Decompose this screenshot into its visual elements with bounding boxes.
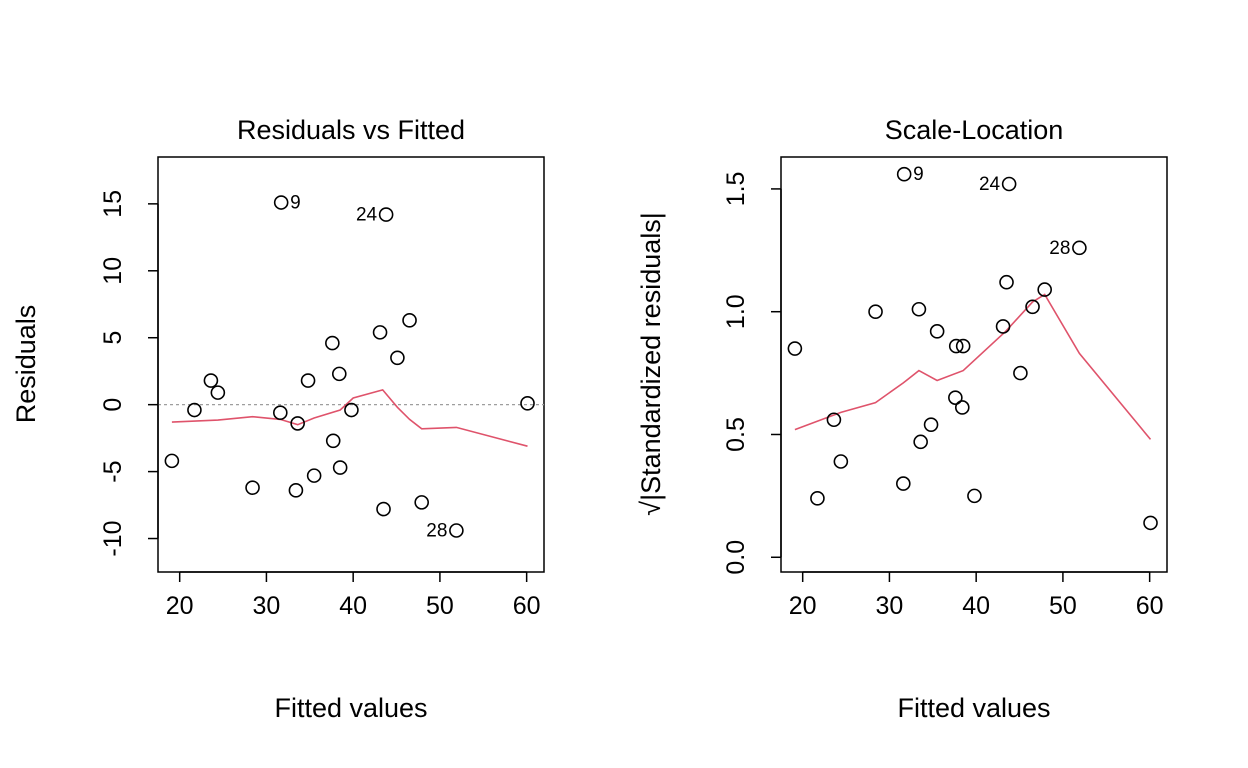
data-point	[520, 396, 535, 411]
x-tick-label: 30	[253, 592, 281, 620]
data-point	[1143, 515, 1158, 531]
data-point	[273, 405, 288, 420]
data-point	[378, 207, 394, 222]
data-point	[896, 166, 912, 182]
data-point	[995, 319, 1011, 334]
plot-frame	[780, 156, 1168, 573]
y-tick-label: 15	[99, 190, 127, 218]
data-point	[1037, 282, 1052, 297]
scale-location-panel: Scale-Location Fitted values √|Standardi…	[636, 115, 1168, 723]
point-label: 9	[913, 164, 924, 185]
data-point	[290, 416, 305, 431]
y-tick-label: 1.5	[722, 172, 750, 207]
data-point	[300, 373, 316, 388]
data-point	[955, 338, 971, 354]
y-axis-label: √|Standardized residuals|	[636, 212, 666, 516]
data-point	[390, 350, 405, 366]
data-point	[332, 460, 348, 475]
y-tick-label: 10	[99, 257, 127, 285]
data-point	[923, 417, 939, 432]
data-point	[402, 313, 417, 328]
data-point	[967, 488, 982, 504]
y-tick-label: -10	[99, 520, 127, 556]
data-point	[913, 434, 928, 450]
data-point	[414, 495, 429, 510]
data-point	[929, 324, 945, 339]
y-tick-label: 0.0	[722, 540, 750, 575]
x-axis-label: Fitted values	[897, 693, 1050, 723]
data-point	[449, 523, 464, 538]
chart-title: Scale-Location	[885, 115, 1064, 145]
point-label: 24	[356, 205, 378, 226]
y-tick-label: -5	[99, 460, 127, 482]
data-point	[203, 373, 219, 388]
data-point	[306, 468, 322, 483]
data-point	[210, 385, 226, 400]
y-tick-label: 0.5	[722, 417, 750, 452]
x-tick-label: 60	[513, 592, 541, 620]
x-tick-label: 20	[789, 592, 817, 620]
data-point	[376, 501, 391, 517]
data-point	[1001, 176, 1017, 192]
plot-frame	[157, 156, 545, 573]
x-tick-label: 40	[339, 592, 367, 620]
y-tick-label: 5	[99, 331, 127, 345]
y-tick-label: 0	[99, 398, 127, 412]
data-point	[164, 453, 180, 469]
smooth-trend-line	[794, 293, 1152, 440]
y-axis-label: Residuals	[11, 305, 41, 424]
y-tick-label: 1.0	[722, 294, 750, 329]
data-point	[288, 483, 304, 498]
x-tick-label: 50	[1049, 592, 1077, 620]
smooth-trend-line	[171, 388, 528, 447]
point-label: 28	[426, 521, 447, 542]
data-point	[833, 454, 849, 469]
data-point	[1025, 299, 1040, 315]
data-point	[273, 195, 289, 210]
data-point	[954, 400, 970, 415]
data-point	[1013, 365, 1028, 381]
data-point	[245, 480, 260, 495]
data-point	[372, 325, 388, 340]
data-point	[948, 390, 963, 405]
residuals-vs-fitted-panel: Residuals vs Fitted Fitted values Residu…	[11, 115, 545, 723]
data-point	[911, 301, 927, 317]
data-point	[325, 433, 341, 449]
data-point	[826, 412, 842, 428]
chart-title: Residuals vs Fitted	[237, 115, 465, 145]
x-axis-label: Fitted values	[274, 693, 427, 723]
data-point	[948, 338, 964, 354]
point-label: 24	[979, 174, 1001, 195]
data-point	[868, 304, 883, 320]
x-tick-label: 20	[166, 592, 194, 620]
data-point	[787, 341, 803, 356]
data-point	[344, 402, 359, 418]
x-tick-label: 40	[962, 592, 990, 620]
data-point	[187, 402, 202, 418]
data-point	[325, 335, 340, 351]
data-point	[810, 491, 825, 506]
data-point	[896, 476, 911, 491]
data-point	[1072, 240, 1087, 256]
data-point	[331, 366, 347, 382]
point-label: 28	[1049, 238, 1070, 259]
x-tick-label: 30	[876, 592, 904, 620]
point-label: 9	[290, 193, 301, 214]
x-tick-label: 50	[426, 592, 454, 620]
x-tick-label: 60	[1136, 592, 1164, 620]
data-point	[999, 274, 1014, 290]
